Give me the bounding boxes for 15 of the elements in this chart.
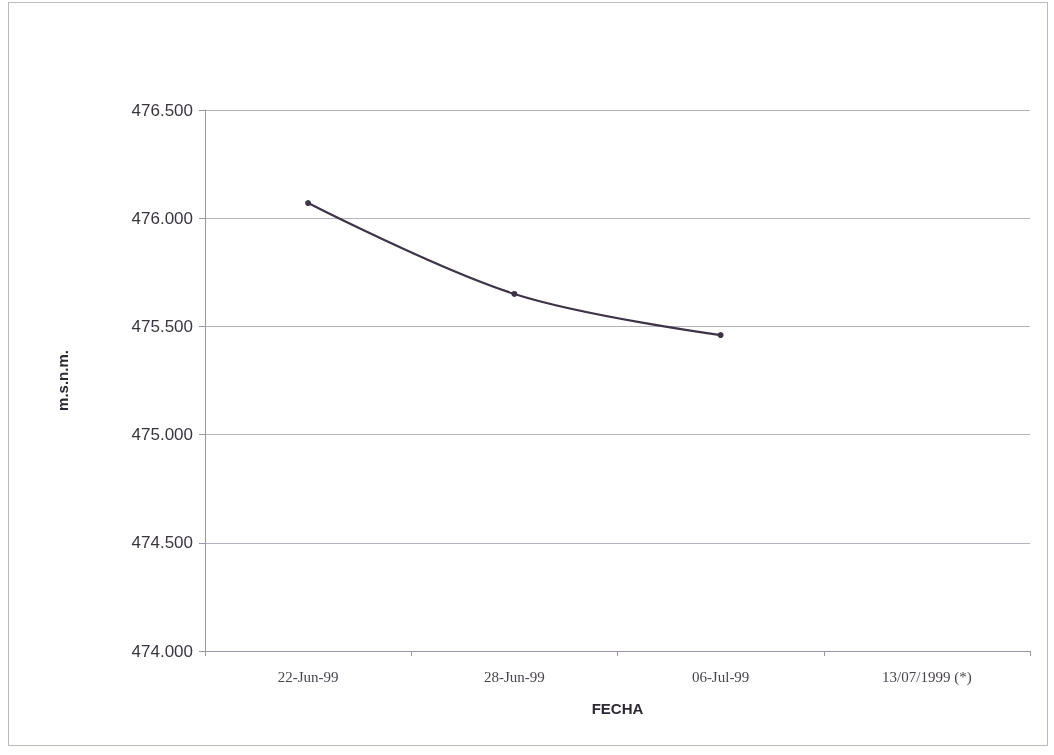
x-tick-label: 28-Jun-99 [483,668,545,685]
y-tick-label: 474.000 [131,641,193,661]
point [511,290,518,297]
point [717,332,724,339]
y-tick-label: 474.500 [131,533,193,553]
y-axis-title: m.s.n.m. [54,350,71,411]
y-tick-label: 475.500 [131,316,193,336]
y-tick-label: 475.000 [131,425,193,445]
y-tick-label: 476.500 [131,100,193,120]
x-axis-title: FECHA [591,700,644,717]
point [305,200,312,207]
x-tick-label: 13/07/1999 (*) [882,668,972,686]
x-tick-label: 22-Jun-99 [277,668,339,685]
y-tick-label: 476.000 [131,208,193,228]
x-tick-label: 06-Jul-99 [691,668,750,685]
